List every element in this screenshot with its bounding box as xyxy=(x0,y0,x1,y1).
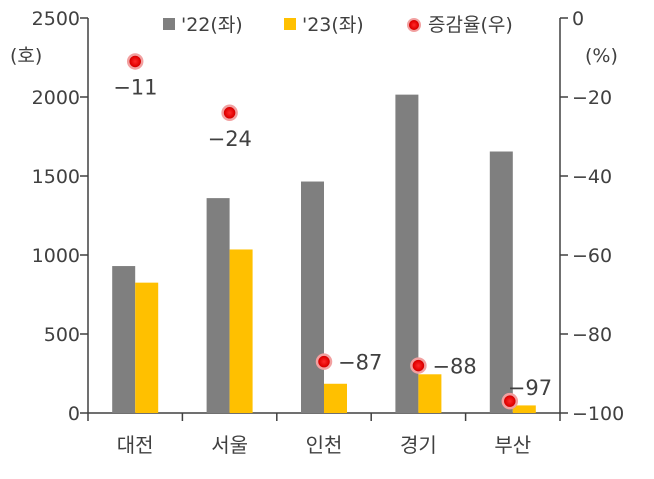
bar-2022 xyxy=(301,181,324,413)
rate-label: −11 xyxy=(113,75,157,99)
legend-label-rate: 증감율(우) xyxy=(428,14,513,36)
x-axis-ticks: 대전 서울 인천 경기 부산 xyxy=(87,413,561,457)
right-tick-label: −80 xyxy=(572,324,612,346)
rate-marker xyxy=(315,353,333,370)
rate-marker xyxy=(221,104,238,122)
bar-2023 xyxy=(135,282,159,413)
bar-2022 xyxy=(395,94,419,413)
category-label: 부산 xyxy=(494,433,531,457)
bar-2023 xyxy=(512,405,536,413)
left-tick-label: 1500 xyxy=(32,166,80,188)
bar-2022 xyxy=(489,151,513,413)
legend-swatch-2023 xyxy=(284,18,296,30)
rate-label: −97 xyxy=(508,376,552,400)
right-tick-label: −60 xyxy=(572,245,612,267)
rate-label: −88 xyxy=(432,355,476,379)
right-tick-label: −20 xyxy=(572,87,612,109)
rate-marker xyxy=(410,357,427,374)
legend-swatch-2022 xyxy=(163,18,175,30)
bar-2023 xyxy=(324,383,347,413)
bar-2022 xyxy=(112,266,136,413)
left-tick-label: 2500 xyxy=(32,8,80,30)
legend: '22(좌) '23(좌) 증감율(우) xyxy=(163,14,513,36)
rate-label: −24 xyxy=(208,127,252,151)
bar-2022 xyxy=(206,198,230,413)
bar-2023 xyxy=(229,249,253,413)
rate-labels: −11 −24 −87 −88 −97 xyxy=(113,75,552,400)
left-axis-ticks: 0 500 1000 1500 2000 2500 xyxy=(32,8,88,425)
right-tick-label: −100 xyxy=(572,403,624,425)
legend-label-2022: '22(좌) xyxy=(181,14,243,36)
right-axis-unit: (%) xyxy=(585,45,618,67)
left-tick-label: 500 xyxy=(44,324,80,346)
category-label: 서울 xyxy=(211,433,248,457)
bars xyxy=(112,94,536,413)
rate-label: −87 xyxy=(338,351,382,375)
left-axis-unit: (호) xyxy=(10,45,42,67)
left-tick-label: 2000 xyxy=(32,87,80,109)
category-label: 대전 xyxy=(117,433,154,457)
right-axis-ticks: −100 −80 −60 −40 −20 0 xyxy=(560,8,624,425)
rate-markers xyxy=(126,53,519,410)
left-tick-label: 0 xyxy=(68,403,80,425)
rate-marker xyxy=(126,53,144,70)
legend-marker-rate xyxy=(407,18,421,32)
right-tick-label: −40 xyxy=(572,166,612,188)
right-tick-label: 0 xyxy=(572,8,584,30)
category-label: 경기 xyxy=(400,433,437,457)
left-tick-label: 1000 xyxy=(32,245,80,267)
category-label: 인천 xyxy=(306,433,343,457)
bar-2023 xyxy=(418,374,442,413)
legend-label-2023: '23(좌) xyxy=(302,14,364,36)
rate-marker xyxy=(501,392,519,410)
